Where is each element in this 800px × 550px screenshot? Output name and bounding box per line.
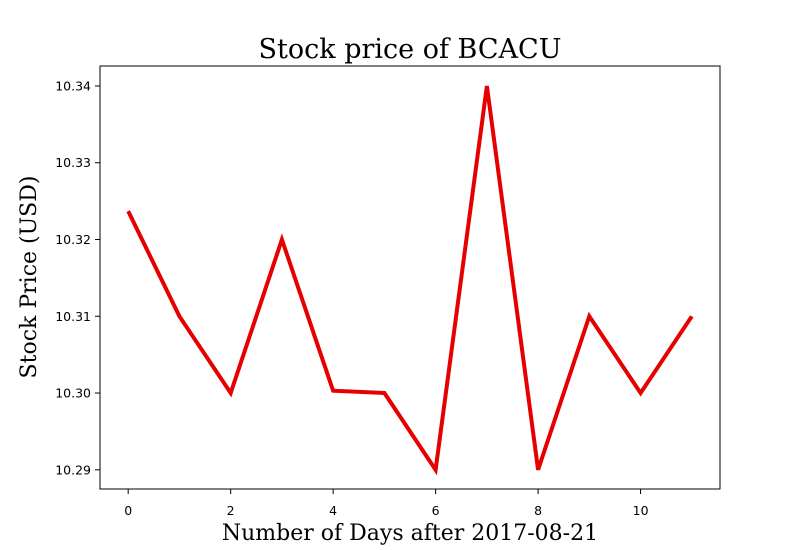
x-tick-label: 4 — [329, 503, 337, 518]
x-axis-ticks: 0 2 4 6 8 10 — [124, 489, 649, 518]
y-tick-label: 10.34 — [55, 78, 91, 93]
y-tick-label: 10.30 — [55, 386, 91, 401]
plot-area-frame — [99, 65, 721, 490]
y-axis-label: Stock Price (USD) — [17, 176, 42, 379]
x-tick-label: 10 — [633, 503, 649, 518]
y-axis-ticks: 10.29 10.30 10.31 10.32 10.33 10.34 — [55, 78, 100, 477]
x-tick-label: 6 — [432, 503, 440, 518]
series-layer — [126, 85, 694, 476]
x-axis-label: Number of Days after 2017-08-21 — [222, 521, 598, 546]
chart-title: Stock price of BCACU — [259, 34, 562, 65]
x-tick-label: 8 — [534, 503, 542, 518]
x-tick-label: 0 — [124, 503, 132, 518]
y-tick-label: 10.33 — [55, 155, 91, 170]
y-tick-label: 10.31 — [55, 309, 91, 324]
x-tick-label: 2 — [227, 503, 235, 518]
y-tick-label: 10.29 — [55, 462, 91, 477]
y-tick-label: 10.32 — [55, 232, 91, 247]
price-series-line — [126, 85, 694, 476]
